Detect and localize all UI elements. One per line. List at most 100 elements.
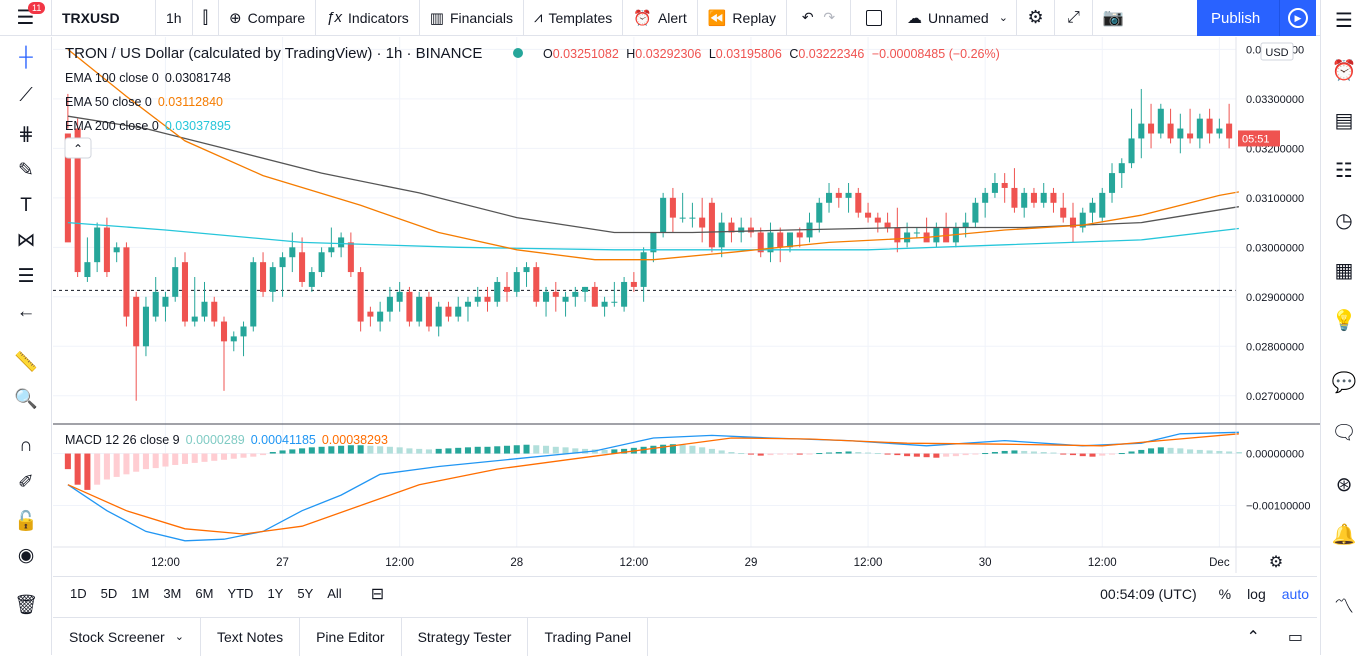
percent-toggle[interactable]: %: [1218, 586, 1232, 602]
range-button-5d[interactable]: 5D: [100, 586, 118, 601]
undo-icon[interactable]: ↶: [801, 9, 814, 25]
x-tick-label: 27: [276, 557, 289, 569]
candles: [64, 88, 1233, 401]
chart-svg[interactable]: 0.034000000.033000000.032000000.03100000…: [53, 37, 1320, 573]
maximize-icon[interactable]: ▭: [1287, 629, 1303, 646]
chart-style-button[interactable]: ⫿: [193, 0, 220, 36]
tab-pine-editor[interactable]: Pine Editor: [300, 617, 402, 656]
crosshair-icon[interactable]: ┼: [19, 47, 33, 68]
pattern-icon[interactable]: ⋈: [16, 230, 36, 251]
macd-hist-bar: [1089, 453, 1096, 457]
settings-button[interactable]: ⚙: [1017, 0, 1056, 36]
candle-body: [328, 247, 335, 253]
templates-icon: ⩘: [533, 9, 543, 26]
calendar-icon[interactable]: ▦: [1334, 260, 1354, 282]
chart-up-icon[interactable]: 〽: [1334, 596, 1354, 618]
candle-98: [1021, 187, 1028, 218]
legend-collapse-button[interactable]: [64, 137, 92, 159]
text-icon[interactable]: T: [20, 195, 32, 216]
chevron-down-icon: ⌄: [998, 12, 1008, 24]
candle-body: [640, 252, 647, 287]
macd-hist-bar: [74, 453, 81, 485]
tab-text-notes[interactable]: Text Notes: [201, 617, 301, 656]
replay-play-button[interactable]: ▶: [1279, 0, 1316, 36]
axis-settings-icon[interactable]: ⚙: [1269, 554, 1283, 571]
lock-draw-icon[interactable]: ✐: [18, 472, 34, 493]
brush-icon[interactable]: ✎: [18, 160, 34, 181]
chevron-up-icon[interactable]: ⌃: [1246, 629, 1260, 646]
currency-label[interactable]: [1260, 42, 1294, 61]
trash-icon[interactable]: 🗑: [13, 595, 39, 616]
calendar-list-icon[interactable]: ☷: [1335, 160, 1353, 182]
range-button-5y[interactable]: 5Y: [297, 586, 314, 601]
fullscreen-button[interactable]: ⤢: [1055, 0, 1094, 36]
alert-button[interactable]: ⏰ Alert: [623, 0, 698, 36]
date-range-icon[interactable]: ⊟: [370, 585, 385, 603]
macd-hist-bar: [865, 452, 872, 454]
prediction-icon[interactable]: ☰: [17, 266, 35, 287]
magnet-icon[interactable]: ∩: [19, 435, 33, 456]
alarm-icon[interactable]: ⏰: [1331, 60, 1357, 82]
publish-button[interactable]: Publish: [1197, 0, 1279, 36]
message-icon[interactable]: 🗨: [1331, 422, 1357, 444]
stream-icon[interactable]: ⊛: [1335, 474, 1353, 496]
candle-0: [64, 93, 71, 243]
fullscreen-layout-button[interactable]: [851, 0, 898, 36]
macd-legend[interactable]: MACD 12 26 close 9 0.0000289 0.00041185 0.0…: [65, 433, 388, 447]
watchlist-icon[interactable]: ☰: [1335, 10, 1353, 32]
clock-icon[interactable]: ◷: [1335, 210, 1353, 232]
symbol-search-button[interactable]: TRXUSD: [52, 0, 156, 36]
ema50-legend[interactable]: EMA 50 close 0 0.03112840: [65, 95, 223, 109]
trendline-icon[interactable]: ⟋: [19, 85, 33, 106]
news-icon[interactable]: ▤: [1334, 110, 1354, 132]
log-toggle[interactable]: log: [1247, 586, 1266, 602]
financials-button[interactable]: ▥ Financials: [420, 0, 524, 36]
chat-icon[interactable]: 💬: [1331, 372, 1357, 394]
compare-button[interactable]: ⊕ Compare: [219, 0, 317, 36]
candle-body: [835, 192, 842, 198]
ema100-legend[interactable]: EMA 100 close 0 0.03081748: [65, 71, 231, 85]
range-button-all[interactable]: All: [327, 586, 342, 601]
indicators-button[interactable]: ƒx Indicators: [316, 0, 420, 36]
lock-icon[interactable]: 🔓: [14, 511, 38, 532]
tab-strategy-tester[interactable]: Strategy Tester: [402, 617, 529, 656]
ema200-legend[interactable]: EMA 200 close 0 0.03037895: [65, 119, 231, 133]
fib-icon[interactable]: ⋕: [18, 124, 34, 145]
chart-area[interactable]: 0.034000000.033000000.032000000.03100000…: [53, 37, 1320, 573]
redo-icon[interactable]: ↷: [823, 9, 836, 25]
idea-icon[interactable]: 💡: [1331, 310, 1357, 332]
tab-stock-screener[interactable]: Stock Screener ⌄: [53, 617, 201, 656]
range-button-3m[interactable]: 3M: [163, 586, 182, 601]
bottom-panel-tabs: Stock Screener ⌄ Text Notes Pine Editor S…: [53, 617, 1317, 656]
top-toolbar: ☰ 11 TRXUSD 1h ⫿ ⊕ Compare ƒx Indicators ▥…: [0, 0, 1320, 36]
back-icon[interactable]: ←: [16, 301, 36, 322]
range-button-ytd[interactable]: YTD: [227, 586, 254, 601]
utc-clock[interactable]: 00:54:09 (UTC): [1100, 586, 1197, 602]
macd-hist-bar: [377, 446, 384, 454]
interval-button[interactable]: 1h: [156, 0, 193, 36]
range-button-6m[interactable]: 6M: [195, 586, 214, 601]
range-button-1y[interactable]: 1Y: [267, 586, 284, 601]
tab-trading-panel[interactable]: Trading Panel: [528, 617, 649, 656]
range-button-1d[interactable]: 1D: [70, 586, 87, 601]
macd-hist-bar: [142, 453, 149, 470]
zoom-icon[interactable]: 🔍: [14, 389, 38, 410]
candle-body: [94, 227, 101, 263]
macd-hist-bar: [572, 448, 579, 454]
candle-body: [396, 291, 403, 302]
range-button-1m[interactable]: 1M: [131, 586, 150, 601]
replay-button[interactable]: ⏪ Replay: [698, 0, 788, 36]
candle-94: [982, 187, 989, 218]
auto-toggle[interactable]: auto: [1281, 586, 1309, 602]
macd-hist-bar: [191, 453, 198, 463]
layout-name-button[interactable]: ☁ Unnamed ⌄: [897, 0, 1018, 36]
snapshot-button[interactable]: 📷: [1093, 0, 1133, 36]
templates-button[interactable]: ⩘ Templates: [524, 0, 624, 36]
candle-body: [718, 222, 725, 248]
candle-38: [435, 301, 442, 337]
alarm-clock-icon: ⏰: [633, 9, 652, 27]
ruler-icon[interactable]: 📏: [14, 352, 38, 373]
eye-icon[interactable]: ◉: [17, 545, 35, 566]
bell-icon[interactable]: 🔔: [1331, 524, 1357, 546]
main-menu-button[interactable]: ☰ 11: [0, 0, 52, 36]
